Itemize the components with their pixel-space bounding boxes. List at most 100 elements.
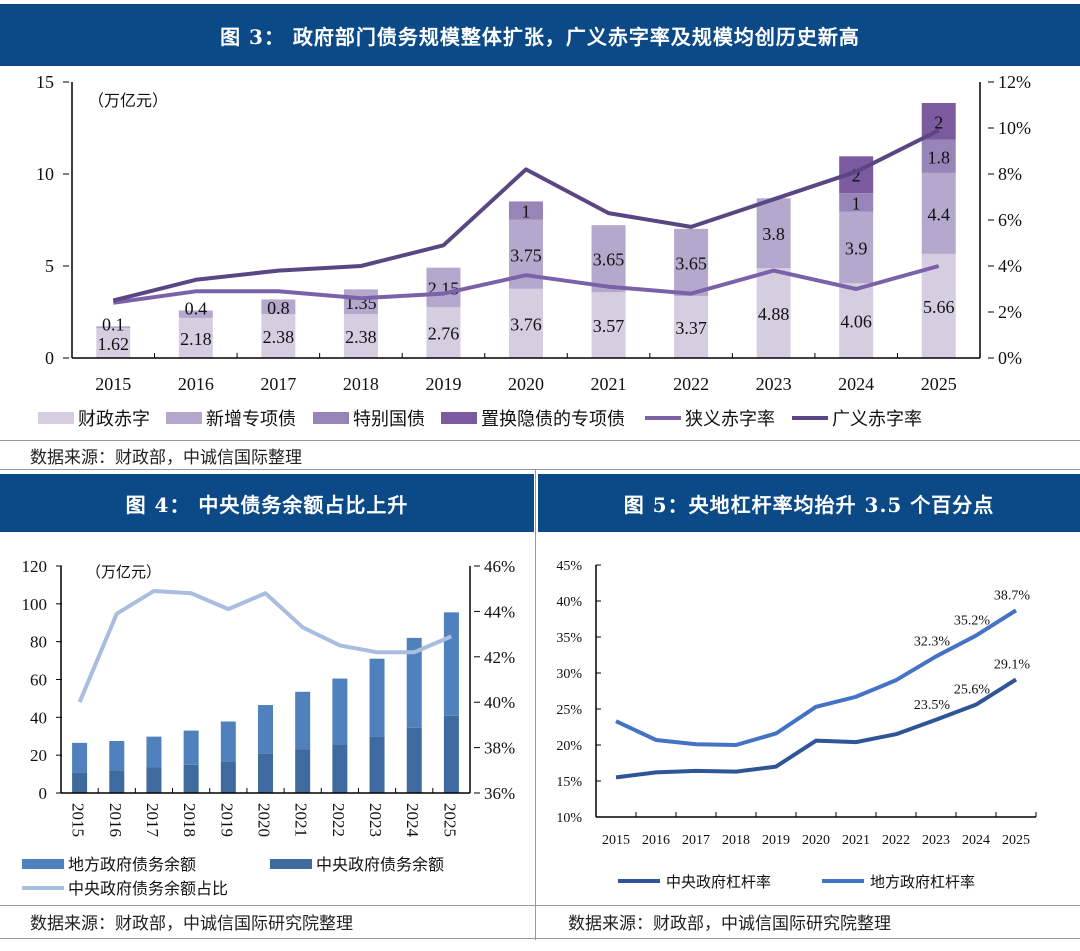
bar-0 [183, 764, 199, 793]
line-狭义赤字率 [112, 264, 940, 305]
x-tick-label: 2016 [178, 374, 214, 394]
data-label: 29.1% [994, 657, 1031, 672]
bar-1 [839, 211, 874, 284]
data-label: 4.88 [758, 304, 790, 324]
data-label: 0.1 [102, 314, 125, 334]
legend-label: 中央政府债务余额 [316, 855, 444, 874]
y-tick-label: 20 [30, 746, 47, 765]
bar-0 [178, 317, 213, 358]
bar-0 [220, 761, 236, 793]
data-label: 23.5% [914, 698, 951, 713]
x-tick-label: 2015 [69, 803, 88, 837]
x-tick-label: 2016 [106, 803, 125, 837]
data-label: 2.18 [180, 329, 212, 349]
data-label: 3.65 [675, 253, 707, 273]
bar-1 [258, 705, 273, 754]
figure4-title: 图 4： 中央债务余额占比上升 [0, 474, 534, 532]
y-tick-label: 10% [998, 118, 1031, 138]
x-tick-label: 2022 [882, 833, 910, 848]
bar-0 [591, 292, 626, 358]
data-label: 1 [852, 193, 861, 213]
legend-label: 中央政府杠杆率 [666, 874, 771, 891]
legend-label: 特别国债 [353, 409, 425, 429]
bar-1 [343, 289, 378, 315]
data-label: 0.8 [267, 298, 290, 318]
data-label: 35.2% [954, 614, 991, 629]
bar-1 [921, 172, 956, 254]
y-tick-label: 80 [30, 633, 47, 652]
legend-label: 财政赤字 [78, 409, 150, 429]
figure3-source: 数据来源：财政部，中诚信国际整理 [30, 448, 302, 468]
y-tick-label: 40 [30, 708, 47, 727]
bar-0 [72, 772, 88, 793]
bar-0 [369, 736, 385, 793]
figure3-title: 图 3： 政府部门债务规模整体扩张，广义赤字率及规模均创历史新高 [0, 4, 1080, 66]
bar-0 [674, 295, 709, 358]
bar-0 [839, 283, 874, 358]
bar-0 [509, 288, 543, 358]
bar-1 [146, 736, 162, 768]
x-tick-label: 2024 [838, 374, 874, 394]
y-tick-label: 15 [36, 72, 54, 92]
legend-label: 地方政府债务余额 [68, 855, 196, 874]
x-tick-label: 2024 [403, 803, 422, 838]
y-tick-label: 25% [556, 703, 582, 718]
bar-0 [406, 727, 422, 793]
data-label: 4.06 [840, 312, 872, 332]
x-tick-label: 2021 [591, 374, 627, 394]
x-tick-label: 2017 [260, 374, 296, 394]
bar-1 [369, 658, 385, 737]
x-tick-label: 2022 [673, 374, 709, 394]
bar-2 [839, 193, 874, 212]
bar-0 [332, 744, 348, 793]
y-tick-label: 4% [998, 256, 1022, 276]
legend-swatch [22, 859, 64, 869]
divider [0, 469, 1080, 470]
y-tick-label: 44% [484, 602, 515, 621]
y-tick-label: 42% [484, 648, 515, 667]
legend-label: 广义赤字率 [832, 409, 922, 429]
bar-0 [261, 314, 296, 358]
x-tick-label: 2019 [217, 803, 236, 837]
figure3-chart: 1.620.120152.180.420162.380.820172.381.3… [36, 72, 1031, 429]
y-tick-label: 45% [556, 559, 582, 574]
x-tick-label: 2018 [343, 374, 379, 394]
data-label: 38.7% [994, 588, 1031, 603]
y-tick-label: 40% [484, 693, 515, 712]
y-tick-label: 35% [556, 631, 582, 646]
data-label: 3.57 [593, 316, 625, 336]
bar-0 [96, 328, 131, 358]
data-label: 4.4 [927, 204, 950, 224]
data-label: 2.76 [428, 324, 460, 344]
unit-label: （万亿元） [88, 92, 168, 110]
y-tick-label: 8% [998, 164, 1022, 184]
bar-3 [921, 102, 956, 140]
y-tick-label: 2% [998, 302, 1022, 322]
x-tick-label: 2018 [722, 833, 750, 848]
bar-1 [261, 299, 296, 315]
legend-label: 置换隐债的专项债 [481, 409, 625, 429]
legend-swatch [38, 412, 74, 424]
x-tick-label: 2019 [762, 833, 790, 848]
legend-label: 新增专项债 [206, 409, 296, 429]
x-tick-label: 2021 [292, 803, 311, 837]
x-tick-label: 2025 [440, 803, 459, 837]
y-tick-label: 10% [556, 811, 582, 826]
x-tick-label: 2017 [682, 833, 710, 848]
divider [0, 905, 1080, 906]
y-tick-label: 0% [998, 348, 1022, 368]
y-tick-label: 120 [22, 557, 48, 576]
x-tick-label: 2020 [255, 803, 274, 837]
data-label: 1.8 [927, 147, 950, 167]
bar-1 [295, 691, 311, 750]
data-label: 1 [522, 202, 531, 222]
y-tick-label: 15% [556, 775, 582, 790]
figure4-source: 数据来源：财政部，中诚信国际研究院整理 [30, 914, 353, 934]
x-tick-label: 2015 [602, 833, 630, 848]
data-label: 2.38 [345, 327, 377, 347]
bar-1 [109, 740, 125, 771]
data-label: 2 [852, 166, 861, 186]
x-tick-label: 2023 [922, 833, 950, 848]
y-tick-label: 38% [484, 739, 515, 758]
